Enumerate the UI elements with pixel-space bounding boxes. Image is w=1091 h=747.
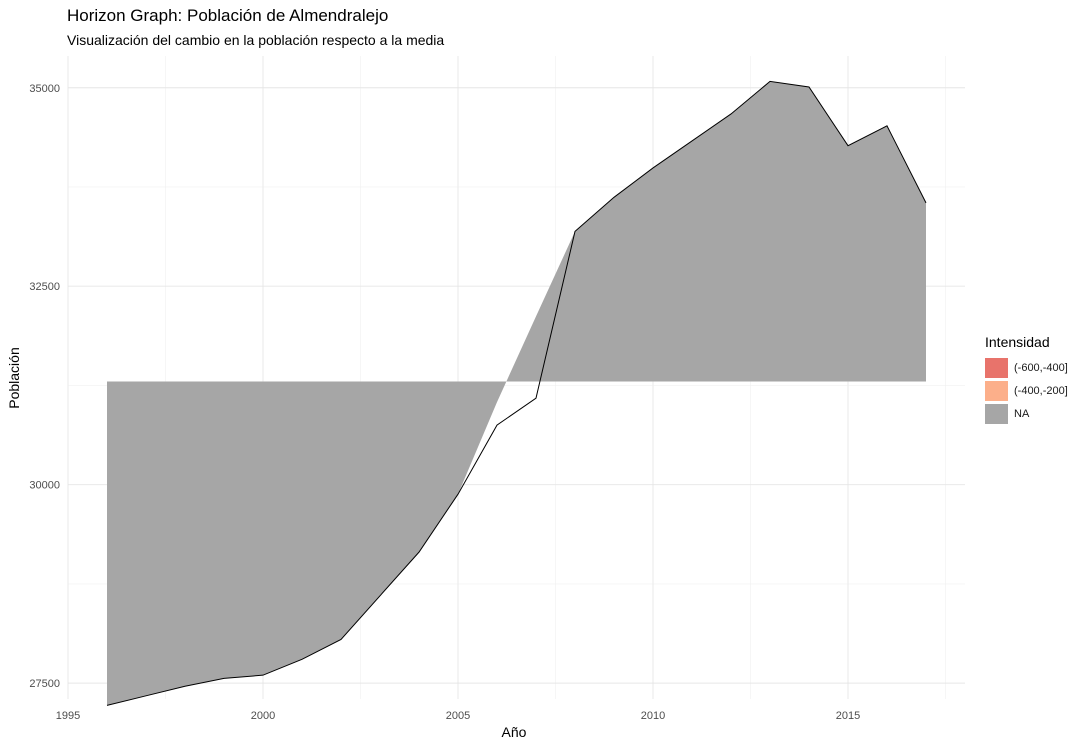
x-axis-ticks: 1995 2000 2005 2010 2015 <box>56 710 860 722</box>
legend-title: Intensidad <box>985 334 1050 350</box>
y-tick-label: 32500 <box>29 281 60 293</box>
chart-subtitle: Visualización del cambio en la población… <box>67 32 445 48</box>
legend-label: (-600,-400] <box>1014 361 1068 374</box>
legend-item: (-400,-200] <box>985 379 1068 402</box>
legend-key <box>985 380 1008 401</box>
y-tick-label: 27500 <box>29 678 60 690</box>
legend-key <box>985 403 1008 424</box>
y-axis-title: Población <box>6 347 22 409</box>
y-tick-label: 30000 <box>29 480 60 492</box>
population-line <box>106 80 927 706</box>
y-tick-label: 35000 <box>29 83 60 95</box>
chart-marks <box>106 80 927 706</box>
chart-title: Horizon Graph: Población de Almendralejo <box>67 6 389 25</box>
x-tick-label: 1995 <box>56 710 80 722</box>
x-tick-label: 2015 <box>836 710 860 722</box>
legend: Intensidad (-600,-400] (-400,-200] NA <box>985 334 1068 425</box>
legend-items: (-600,-400] (-400,-200] NA <box>985 356 1068 425</box>
x-tick-label: 2005 <box>446 710 470 722</box>
x-tick-label: 2010 <box>641 710 665 722</box>
legend-item: (-600,-400] <box>985 356 1068 379</box>
legend-label: NA <box>1014 407 1030 420</box>
area-fill <box>107 81 926 706</box>
legend-key <box>985 357 1008 378</box>
legend-item: NA <box>985 402 1068 425</box>
y-axis-ticks: 27500 30000 32500 35000 <box>29 83 60 690</box>
x-tick-label: 2000 <box>251 710 275 722</box>
legend-label: (-400,-200] <box>1014 384 1068 397</box>
x-axis-title: Año <box>502 724 527 740</box>
